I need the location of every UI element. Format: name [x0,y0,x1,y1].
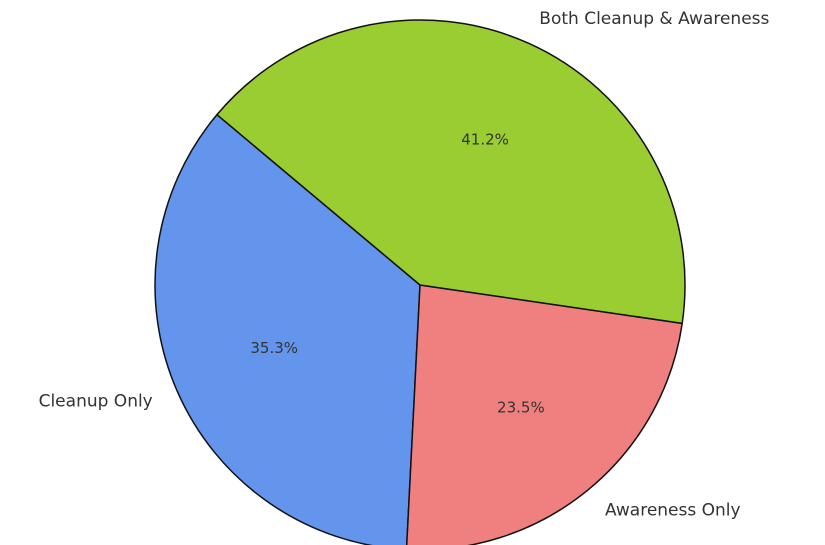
slice-label: Awareness Only [605,500,741,520]
slice-value-label: 35.3% [250,339,298,357]
pie-slice [154,113,421,545]
slice-value-label: 23.5% [497,398,545,416]
slice-label: Both Cleanup & Awareness [539,9,769,29]
slice-value-label: 41.2% [461,130,509,148]
slice-label: Cleanup Only [39,391,153,411]
pie-slice [405,284,684,545]
pie-slice [215,19,686,325]
